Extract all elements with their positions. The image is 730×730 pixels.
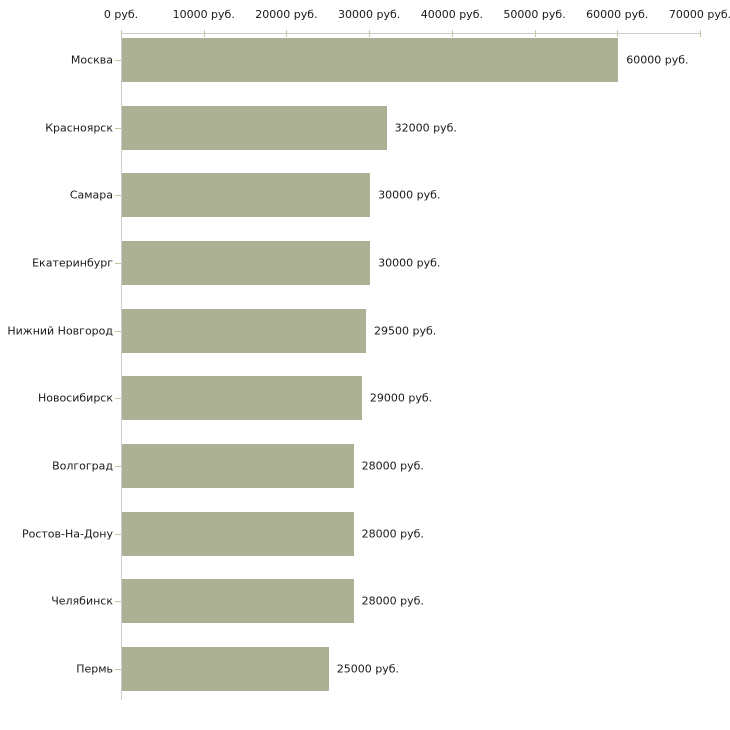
value-label: 30000 руб.: [378, 256, 441, 270]
category-label: Волгоград: [52, 459, 113, 473]
bar-5: [122, 376, 362, 421]
y-axis-tick-mark: [115, 398, 121, 400]
x-axis-tick-mark: [286, 30, 288, 37]
bar-3: [122, 240, 371, 285]
y-axis-tick-mark: [115, 533, 121, 535]
category-label: Новосибирск: [37, 391, 113, 405]
bar-7: [122, 511, 354, 556]
x-axis-tick-label: 40000 руб.: [420, 8, 483, 21]
x-axis-tick-mark: [700, 30, 701, 37]
value-label: 25000 руб.: [336, 662, 400, 676]
bar-6: [122, 443, 354, 488]
plot-area: [121, 33, 700, 700]
bar-8: [122, 579, 354, 624]
category-label: Самара: [69, 188, 113, 202]
y-axis-tick-mark: [115, 465, 121, 467]
value-label: 28000 руб.: [361, 527, 424, 541]
value-label: 29000 руб.: [369, 391, 433, 405]
y-axis-tick-mark: [115, 330, 121, 332]
y-axis-tick-mark: [115, 262, 121, 264]
bar-1: [122, 105, 387, 150]
y-axis-tick-mark: [115, 668, 121, 670]
value-label: 32000 руб.: [394, 121, 457, 135]
bar-2: [122, 173, 371, 218]
value-label: 28000 руб.: [361, 594, 424, 608]
x-axis-tick-label: 10000 руб.: [172, 8, 235, 21]
x-axis-tick-label: 0 руб.: [103, 8, 139, 21]
x-axis-tick-mark: [203, 30, 205, 37]
bar-4: [122, 308, 366, 353]
y-axis-tick-mark: [115, 601, 121, 603]
bar-0: [122, 38, 619, 82]
x-axis-tick-mark: [534, 30, 536, 37]
category-label: Красноярск: [45, 121, 113, 135]
value-label: 30000 руб.: [378, 188, 441, 202]
value-label: 60000 руб.: [626, 53, 689, 67]
value-label: 29500 руб.: [374, 324, 437, 338]
x-axis-tick-label: 50000 руб.: [503, 8, 566, 21]
x-axis-tick-label: 30000 руб.: [338, 8, 401, 21]
value-label: 28000 руб.: [361, 459, 424, 473]
x-axis-tick-mark: [121, 30, 122, 37]
category-label: Челябинск: [51, 594, 113, 608]
category-label: Ростов-На-Дону: [21, 527, 113, 541]
y-axis-tick-mark: [115, 195, 121, 197]
category-label: Пермь: [76, 662, 113, 676]
x-axis-tick-label: 60000 руб.: [586, 8, 649, 21]
x-axis-tick-label: 20000 руб.: [255, 8, 318, 21]
x-axis-tick-mark: [451, 30, 453, 37]
category-label: Москва: [70, 53, 113, 67]
y-axis-tick-mark: [115, 60, 121, 61]
bar-9: [122, 646, 329, 691]
category-label: Нижний Новгород: [7, 324, 113, 338]
x-axis-tick-mark: [617, 30, 619, 37]
category-label: Екатеринбург: [32, 256, 113, 270]
x-axis-tick-label: 70000 руб.: [668, 8, 730, 21]
y-axis-tick-mark: [115, 127, 121, 129]
x-axis-tick-mark: [369, 30, 371, 37]
